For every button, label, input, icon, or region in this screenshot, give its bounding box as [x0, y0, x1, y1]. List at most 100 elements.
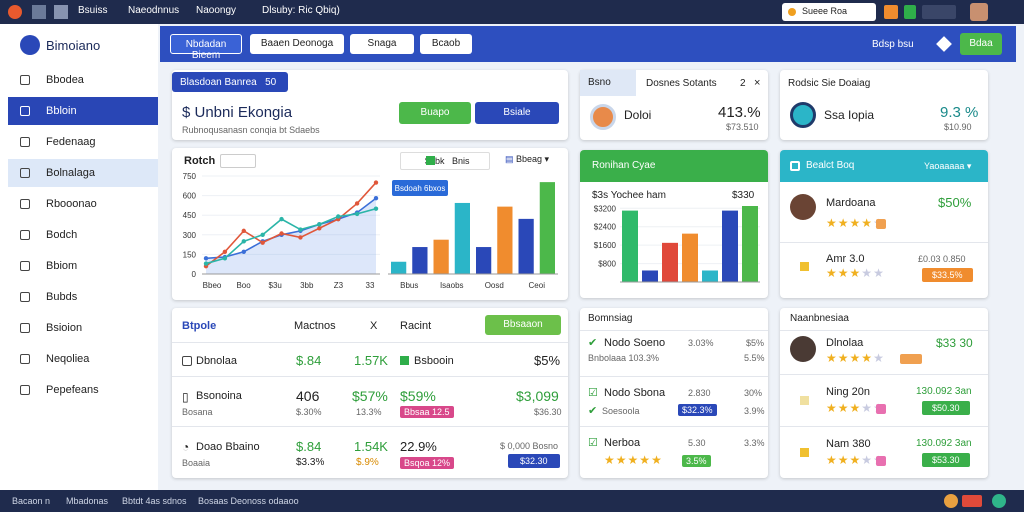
sidebar-icon	[20, 323, 30, 333]
sidebar-item[interactable]: Bubds	[46, 291, 78, 303]
header-button[interactable]: Baaen Deonoga	[250, 34, 344, 54]
header-button[interactable]: Snaga	[350, 34, 414, 54]
footer-item[interactable]: Bosaas Deonoss odaaoo	[198, 496, 299, 506]
app-icon[interactable]	[8, 5, 22, 19]
filter[interactable]: Yaoaaaaa ▾	[924, 161, 972, 171]
panel-tab[interactable]: Bsno	[580, 70, 636, 96]
tab[interactable]: Naeodnnus	[128, 5, 180, 16]
star: ★	[826, 216, 838, 230]
bar	[476, 247, 492, 274]
bar	[702, 270, 718, 282]
sidebar-icon	[20, 354, 30, 364]
star: ★	[826, 401, 838, 415]
sidebar-item[interactable]: Bodch	[46, 229, 78, 241]
row-value: 5.30	[688, 438, 706, 448]
cell: 1.57K	[354, 353, 388, 368]
sidebar-item[interactable]: Neqoliea	[46, 353, 90, 365]
cell-sub: $.9%	[356, 457, 379, 468]
sidebar-item[interactable]: Pepefeans	[46, 384, 99, 396]
secondary-button[interactable]: Bsiale	[475, 102, 559, 124]
line	[205, 181, 377, 267]
doses-panel: Bsno Dosnes Sotants 2 × Doloi 413.% $73.…	[580, 70, 768, 140]
cell-badge: Bbsaa 12.5	[400, 406, 454, 418]
cell-sub: $36.30	[534, 407, 562, 417]
bar	[742, 206, 758, 282]
row-name: Bsonoina	[196, 390, 242, 402]
sidebar-item[interactable]: Rbooonao	[46, 198, 97, 210]
legend-entry: Bnis	[452, 156, 470, 166]
menu-icon[interactable]	[54, 5, 68, 19]
menu-icon[interactable]	[32, 5, 46, 19]
header-label[interactable]: Bdsp bsu	[872, 39, 914, 50]
avatar	[590, 104, 616, 130]
footer-icon[interactable]	[992, 494, 1006, 508]
badge: 3.5%	[682, 455, 711, 467]
sidebar-item[interactable]: Fedenaag	[46, 136, 96, 148]
legend-swatch	[426, 156, 435, 165]
header-icon	[790, 161, 800, 171]
sidebar-item[interactable]: Bsioion	[46, 322, 83, 334]
row-value: 3.9%	[744, 406, 765, 416]
tab[interactable]: Bsuiss	[78, 5, 108, 16]
sidebar-item[interactable]: Bolnalaga	[8, 159, 158, 187]
point	[354, 211, 360, 217]
sidebar-item[interactable]: Bbodea	[46, 74, 84, 86]
chart-title: Rotch	[184, 155, 216, 167]
star: ★	[861, 266, 874, 280]
header-button[interactable]: Nbdadan Bieem	[170, 34, 242, 61]
chat-icon[interactable]	[904, 5, 916, 19]
table-header: X	[370, 320, 378, 332]
rating: ★★★★★	[604, 453, 663, 467]
tab[interactable]: Naoongy	[196, 5, 237, 16]
footer-item[interactable]: Mbadonas	[66, 496, 109, 506]
row-name: Ning 20n	[826, 386, 871, 398]
search-box[interactable]: Sueee Roa	[782, 3, 876, 21]
chart-tools[interactable]	[220, 154, 256, 168]
name: Doloi	[624, 108, 652, 122]
summary-tag: Blasdoan Banrea 50	[172, 72, 288, 92]
bar	[662, 242, 678, 282]
x-tick-label: Ceoi	[529, 281, 546, 290]
y-tick-label: 750	[183, 172, 197, 181]
bar	[391, 261, 407, 274]
star: ★	[849, 453, 862, 467]
cell-sub: 13.3%	[356, 407, 382, 417]
x-tick-label: 33	[366, 281, 375, 290]
count: 2	[740, 78, 746, 89]
header-action[interactable]: Bdaa	[960, 33, 1002, 55]
row-value: $5%	[746, 338, 765, 348]
header-button[interactable]: Bcaob	[420, 34, 472, 54]
brand-logo	[20, 35, 40, 55]
analytics-chart: 0 150 300 450 600 750 Bbeo Boo $3u 3bb Z3 33 Bbus Isa…	[183, 172, 558, 290]
badge: $32.3%	[678, 404, 717, 416]
footer-item[interactable]: Bbtdt 4as sdnos	[122, 496, 187, 506]
chart-dropdown[interactable]: ▤ Bbeag ▾	[505, 154, 550, 164]
notify-icon[interactable]	[884, 5, 898, 19]
y-tick-label: $800	[598, 260, 616, 269]
star: ★	[615, 453, 628, 467]
star: ★	[849, 266, 862, 280]
avatar[interactable]	[970, 3, 988, 21]
sidebar-item[interactable]: Bbloin	[8, 97, 158, 125]
settings[interactable]	[922, 5, 956, 19]
divider	[172, 342, 568, 343]
x-tick-label: Z3	[334, 281, 344, 290]
divider	[780, 374, 988, 375]
star: ★	[861, 453, 874, 467]
sidebar-item[interactable]: Bbiom	[46, 260, 78, 272]
footer-item[interactable]: Bacaon n	[12, 496, 51, 506]
table-action[interactable]: Bbsaaon	[485, 315, 561, 335]
primary-button[interactable]: Buapo	[399, 102, 471, 124]
bar	[642, 270, 658, 282]
footer-icon[interactable]	[962, 495, 982, 507]
bar	[539, 182, 555, 274]
name: Ssa Iopia	[824, 108, 875, 122]
revenue-panel: Ronihan Cyae $3s Yochee ham $330 $800 $16…	[580, 150, 768, 298]
cell: $.84	[296, 353, 322, 368]
close[interactable]: ×	[754, 77, 761, 89]
table-header: Mactnos	[294, 320, 336, 332]
footer-icon[interactable]	[944, 494, 958, 508]
point	[241, 228, 246, 234]
tab[interactable]: Dlsuby: Ric Qbiq)	[262, 5, 340, 16]
revenue-chart: $800 $1600 $2400 $3200	[594, 204, 760, 283]
